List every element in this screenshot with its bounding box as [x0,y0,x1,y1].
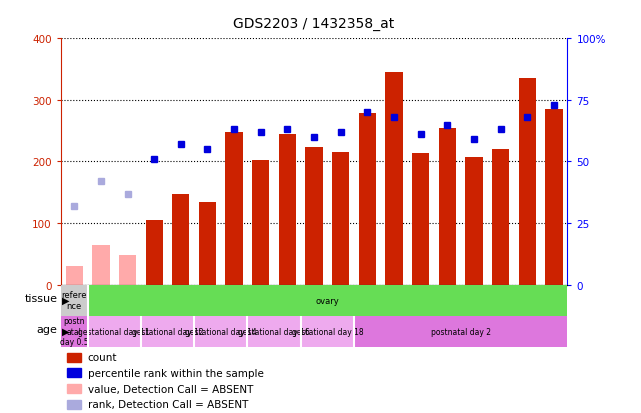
Text: value, Detection Call = ABSENT: value, Detection Call = ABSENT [88,384,253,394]
Bar [199,202,216,285]
Bar [252,161,269,285]
Text: count: count [88,352,117,362]
Bar [492,150,510,285]
Text: percentile rank within the sample: percentile rank within the sample [88,368,263,378]
Text: gestational day 18: gestational day 18 [292,327,363,336]
Text: ▶: ▶ [62,295,70,306]
Bar [119,256,136,285]
Bar [247,316,301,347]
Bar [141,316,194,347]
Bar [438,129,456,285]
Bar [61,316,88,347]
Bar [92,245,110,285]
Bar [519,79,536,285]
Bar [88,316,141,347]
Bar [305,147,323,285]
Text: rank, Detection Call = ABSENT: rank, Detection Call = ABSENT [88,399,248,409]
Bar [545,110,563,285]
Bar [226,133,243,285]
Text: postn
atal
day 0.5: postn atal day 0.5 [60,317,88,346]
Bar [279,135,296,285]
Bar [465,158,483,285]
Text: age: age [37,324,58,335]
Bar [61,285,88,316]
Bar [172,195,190,285]
Text: gestational day 12: gestational day 12 [131,327,203,336]
Text: postnatal day 2: postnatal day 2 [431,327,490,336]
Text: refere
nce: refere nce [62,291,87,310]
Text: gestational day 16: gestational day 16 [238,327,310,336]
Bar [412,154,429,285]
Bar [385,73,403,285]
Bar [65,266,83,285]
Bar [146,221,163,285]
Text: gestational day 14: gestational day 14 [185,327,256,336]
Text: ovary: ovary [315,296,339,305]
Bar [332,153,349,285]
Text: gestational day 11: gestational day 11 [78,327,150,336]
Bar [354,316,567,347]
Bar [359,114,376,285]
Text: GDS2203 / 1432358_at: GDS2203 / 1432358_at [233,17,395,31]
Text: tissue: tissue [25,293,58,304]
Bar [301,316,354,347]
Bar [194,316,247,347]
Text: ▶: ▶ [62,326,70,337]
